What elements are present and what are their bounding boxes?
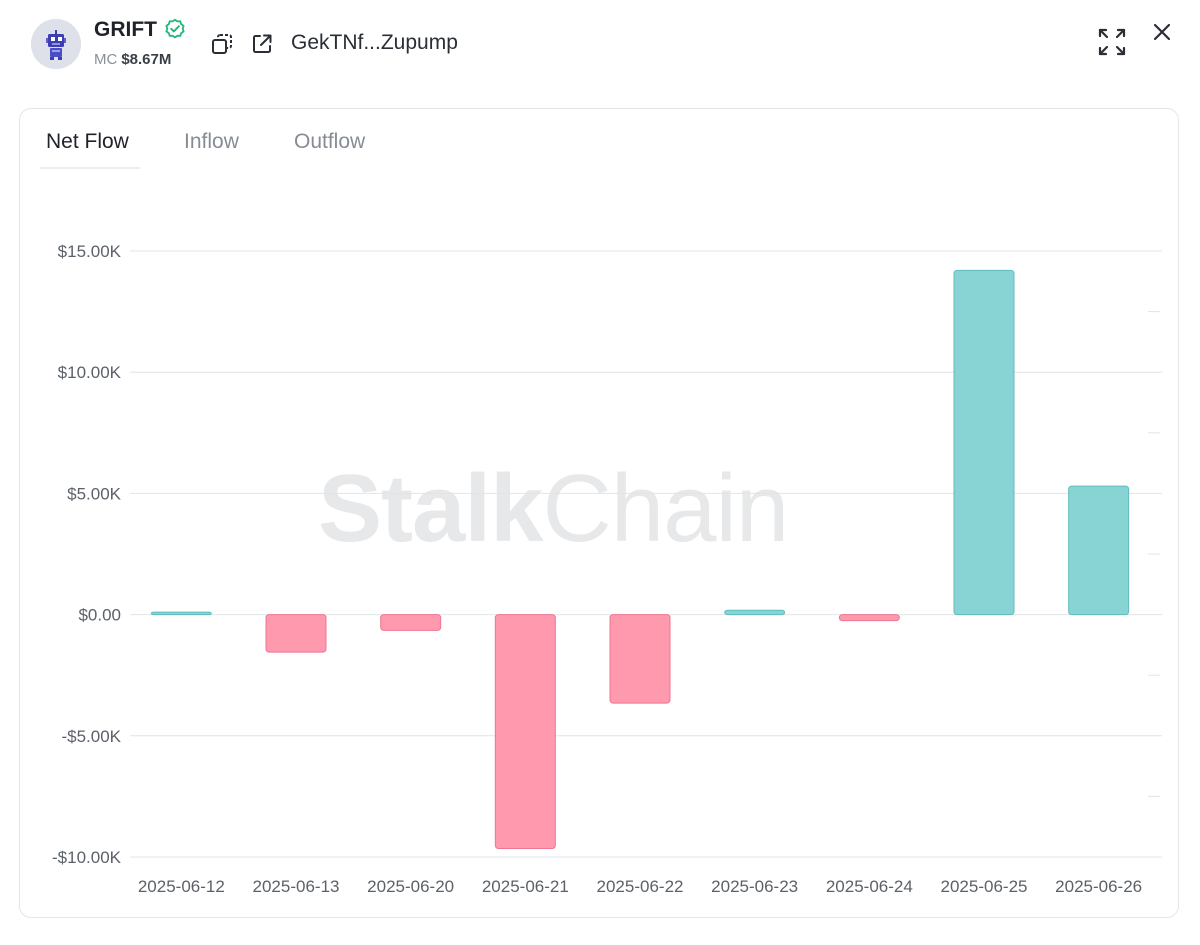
tab-outflow[interactable]: Outflow: [294, 130, 366, 153]
x-tick-label: 2025-06-20: [367, 877, 454, 896]
bar-2025-06-26[interactable]: [1068, 485, 1130, 616]
bar-2025-06-23[interactable]: [724, 609, 786, 616]
tab-net-flow[interactable]: Net Flow: [46, 130, 129, 153]
right-axis-minor-ticks: [1148, 311, 1160, 797]
y-tick-label: $10.00K: [58, 363, 122, 382]
bar-2025-06-12[interactable]: [150, 611, 212, 616]
market-cap-label: MC: [94, 51, 118, 68]
robot-avatar-icon: [31, 19, 81, 69]
y-tick-label: $15.00K: [58, 242, 122, 261]
market-cap: MC $8.67M: [94, 51, 171, 69]
external-link-icon[interactable]: [250, 32, 274, 56]
watermark: StalkChain: [318, 455, 789, 562]
bar-2025-06-25[interactable]: [953, 269, 1015, 616]
watermark-bold: Stalk: [318, 455, 544, 562]
copy-icon[interactable]: [210, 32, 234, 56]
net-flow-bar-chart: StalkChain $15.00K $10.00K $5.00K $0.00 -$5.…: [52, 242, 1162, 896]
market-cap-value: $8.67M: [121, 51, 172, 68]
x-tick-label: 2025-06-25: [941, 877, 1028, 896]
y-tick-label: -$5.00K: [61, 727, 121, 746]
y-tick-label: $0.00: [78, 606, 121, 625]
x-tick-label: 2025-06-24: [826, 877, 913, 896]
token-name: GRIFT: [94, 18, 157, 41]
bar-2025-06-20[interactable]: [380, 614, 442, 631]
x-tick-label: 2025-06-21: [482, 877, 569, 896]
x-axis-ticks: 2025-06-12 2025-06-13 2025-06-20 2025-06-21…: [138, 877, 1142, 896]
x-tick-label: 2025-06-12: [138, 877, 225, 896]
tab-inflow[interactable]: Inflow: [184, 130, 239, 153]
y-tick-label: -$10.00K: [52, 848, 122, 867]
chart-card: Net Flow Inflow Outflow StalkChain $15.0…: [19, 108, 1179, 918]
close-icon[interactable]: [1150, 20, 1174, 44]
y-tick-label: $5.00K: [67, 484, 122, 503]
svg-text:StalkChain: StalkChain: [318, 455, 788, 562]
bar-2025-06-21[interactable]: [494, 614, 556, 850]
x-tick-label: 2025-06-23: [711, 877, 798, 896]
x-tick-label: 2025-06-26: [1055, 877, 1142, 896]
fullscreen-icon[interactable]: [1097, 27, 1127, 57]
watermark-light: Chain: [542, 455, 788, 562]
bar-2025-06-22[interactable]: [609, 614, 671, 704]
contract-address[interactable]: GekTNf...Zupump: [291, 31, 458, 54]
verified-check-icon: [165, 18, 185, 39]
x-tick-label: 2025-06-13: [253, 877, 340, 896]
y-axis-ticks: $15.00K $10.00K $5.00K $0.00 -$5.00K -$10.00K: [52, 242, 122, 867]
x-tick-label: 2025-06-22: [597, 877, 684, 896]
bar-2025-06-24[interactable]: [838, 614, 900, 622]
bars: [150, 269, 1130, 850]
active-tab-underline: [40, 167, 140, 169]
bar-2025-06-13[interactable]: [265, 614, 327, 653]
